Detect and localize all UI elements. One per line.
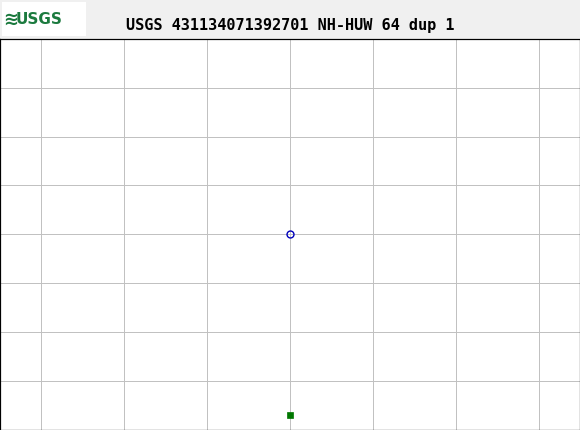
Text: ≋: ≋ bbox=[3, 10, 18, 28]
Bar bbox=[2, 2, 86, 37]
Text: USGS: USGS bbox=[16, 12, 63, 27]
Title: USGS 431134071392701 NH-HUW 64 dup 1: USGS 431134071392701 NH-HUW 64 dup 1 bbox=[126, 18, 454, 34]
